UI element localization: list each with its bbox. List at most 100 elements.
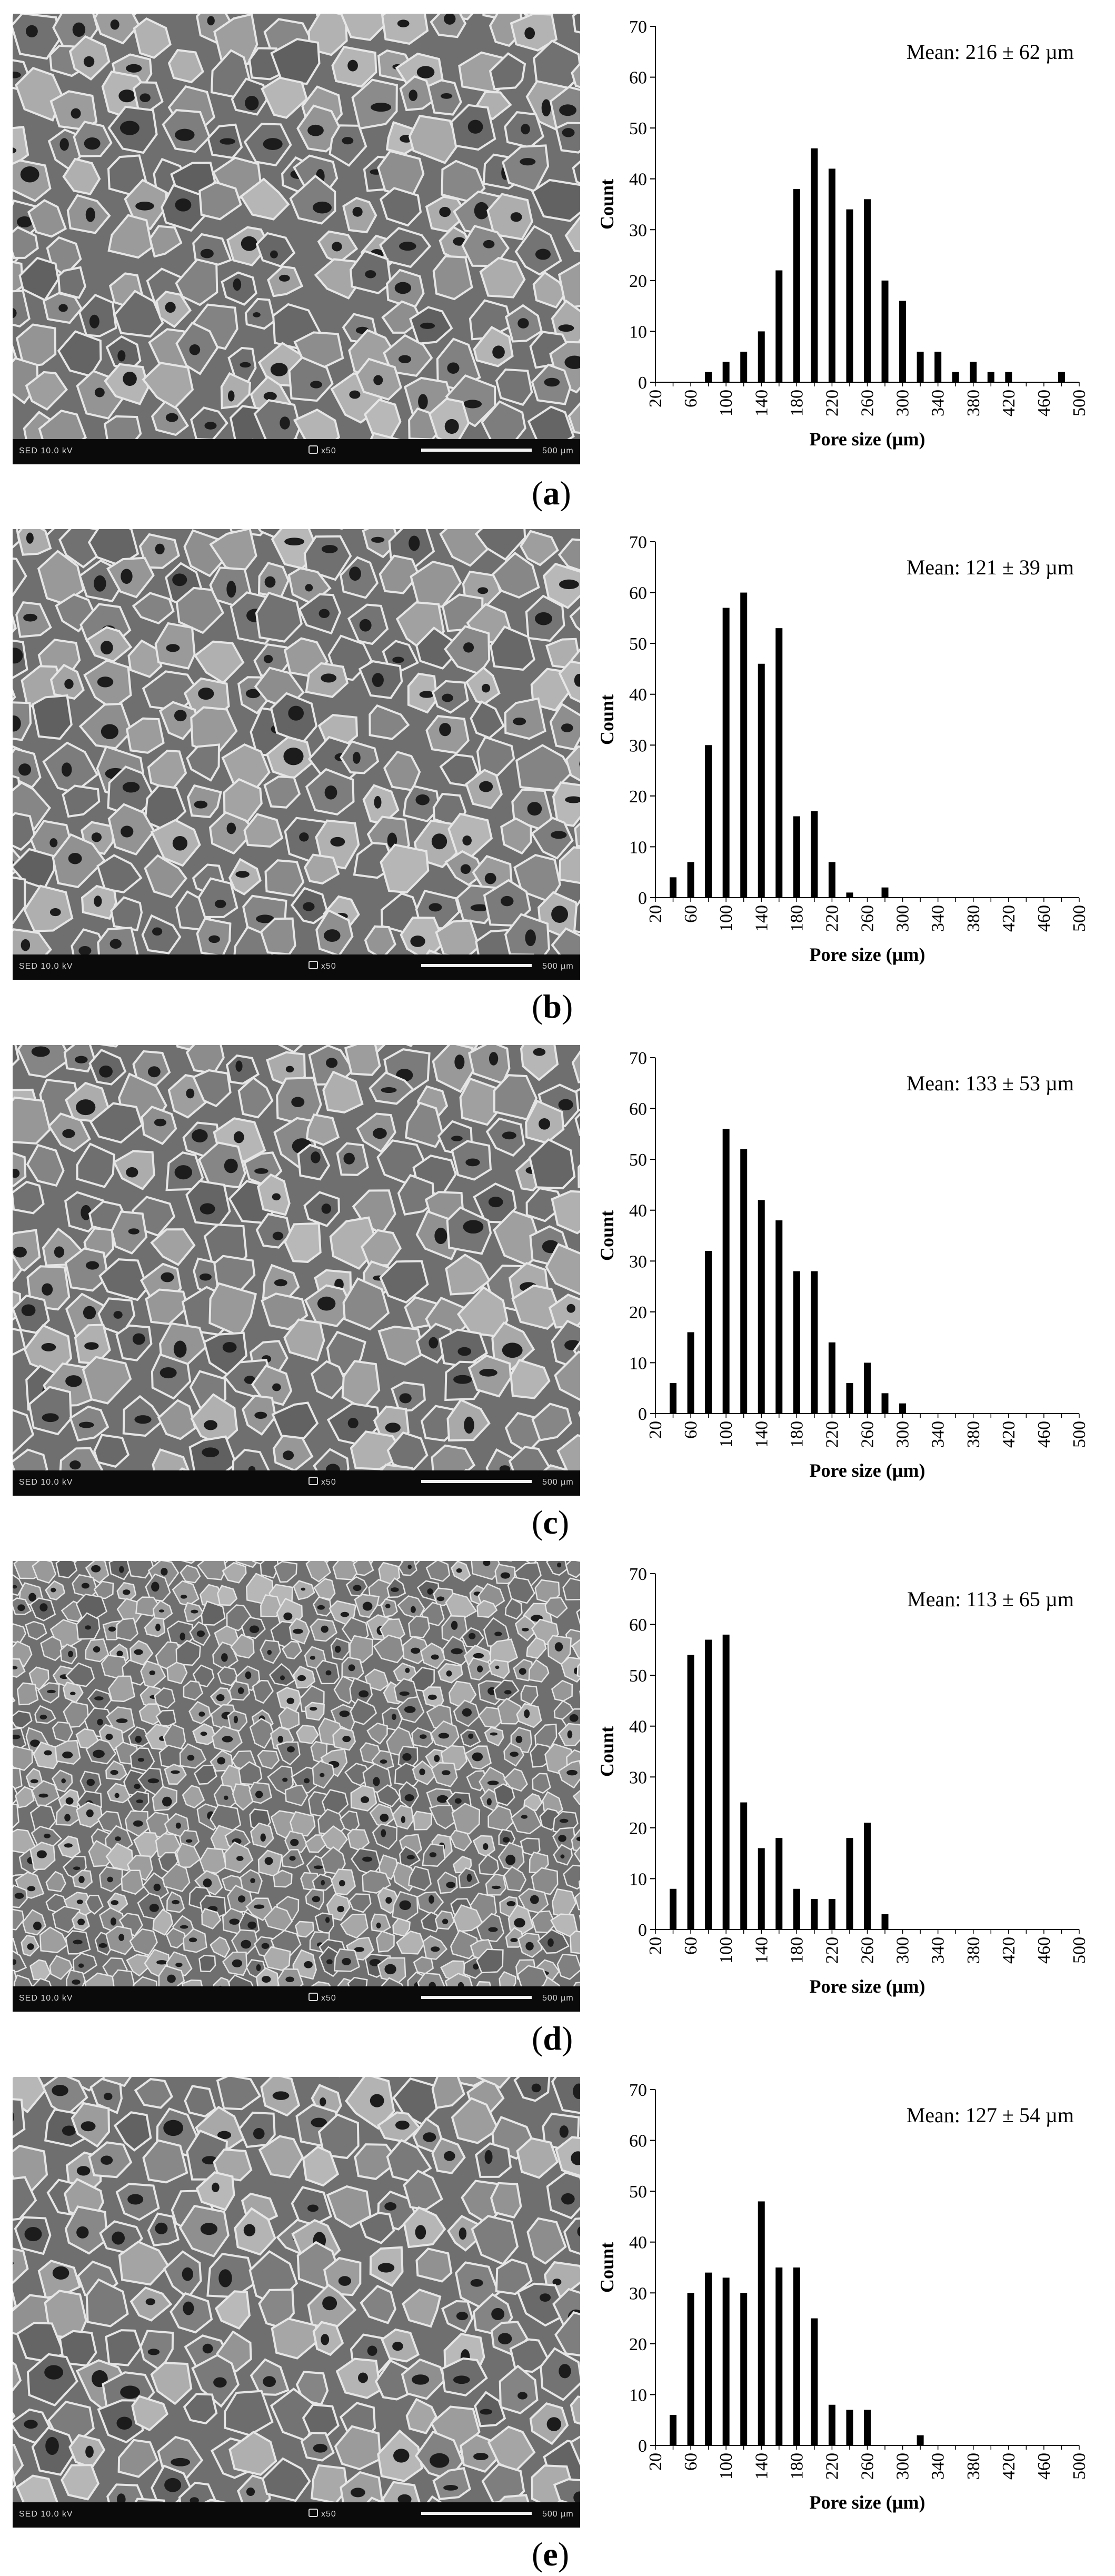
bar-40 (670, 877, 677, 898)
y-tick-label: 10 (629, 838, 647, 857)
x-axis-title: Pore size (µm) (810, 944, 925, 965)
bar-40 (670, 1888, 677, 1929)
x-tick-label: 500 (1070, 2453, 1089, 2480)
x-tick-label: 60 (681, 390, 701, 407)
mean-annotation: Mean: 133 ± 53 µm (907, 1071, 1074, 1095)
bar-100 (722, 608, 730, 898)
camera-icon (308, 2509, 318, 2517)
y-tick-label: 60 (629, 2132, 647, 2151)
sem-detector-label: SED 10.0 kV (19, 1478, 73, 1487)
bar-140 (758, 663, 765, 898)
x-tick-label: 460 (1034, 2453, 1054, 2480)
bar-280 (881, 280, 889, 382)
y-axis-title: Count (596, 694, 618, 745)
x-tick-label: 300 (893, 905, 913, 932)
bar-100 (722, 2277, 730, 2445)
y-tick-label: 30 (629, 736, 647, 755)
panel-a: SED 10.0 kV x50 500 µm 0 10 20 30 40 50 60 70 20… (0, 0, 1115, 513)
x-tick-label: 340 (929, 1421, 948, 1448)
panel-d: SED 10.0 kV x50 500 µm 0 10 20 30 40 50 60 70 20… (0, 1545, 1115, 2061)
panel-c: SED 10.0 kV x50 500 µm 0 10 20 30 40 50 60 70 20… (0, 1029, 1115, 1545)
bar-200 (811, 148, 818, 382)
x-tick-label: 420 (999, 905, 1019, 932)
x-tick-label: 180 (787, 390, 807, 416)
x-tick-label: 460 (1034, 1421, 1054, 1448)
histogram: 0 10 20 30 40 50 60 70 20 60 100 140 180 220 260 300 340… (584, 14, 1111, 466)
x-axis-title: Pore size (µm) (810, 1976, 925, 1997)
bar-60 (687, 862, 694, 898)
x-tick-label: 260 (858, 1421, 878, 1448)
bar-100 (722, 1129, 730, 1414)
bar-120 (740, 592, 748, 898)
y-tick-label: 10 (629, 322, 647, 342)
bar-220 (828, 862, 835, 898)
x-tick-label: 260 (858, 2453, 878, 2480)
bar-320 (917, 2435, 924, 2445)
y-tick-label: 60 (629, 1100, 647, 1119)
bar-160 (775, 1838, 783, 1929)
x-tick-label: 460 (1034, 1937, 1054, 1964)
histogram: 0 10 20 30 40 50 60 70 20 60 100 140 180 220 260 300 340… (584, 2077, 1111, 2530)
x-tick-label: 60 (681, 1421, 701, 1439)
bar-120 (740, 1149, 748, 1414)
panel-b: SED 10.0 kV x50 500 µm 0 10 20 30 40 50 60 70 20… (0, 513, 1115, 1029)
histogram: 0 10 20 30 40 50 60 70 20 60 100 140 180 220 260 300 340… (584, 1561, 1111, 2014)
sem-image: SED 10.0 kV x50 500 µm (13, 2077, 580, 2528)
histogram-svg: 0 10 20 30 40 50 60 70 20 60 100 140 180 220 260 300 340… (596, 1565, 1089, 1997)
x-tick-label: 300 (893, 1937, 913, 1964)
sem-image: SED 10.0 kV x50 500 µm (13, 14, 580, 464)
panel-letter-text: b (543, 988, 562, 1025)
sem-info-bar: SED 10.0 kV x50 500 µm (13, 2502, 580, 2528)
y-tick-label: 70 (629, 533, 647, 552)
bar-200 (811, 2318, 818, 2445)
bar-140 (758, 1848, 765, 1929)
bar-80 (705, 372, 712, 382)
x-tick-label: 220 (822, 905, 842, 932)
x-tick-label: 180 (787, 905, 807, 932)
bar-280 (881, 1393, 889, 1414)
x-tick-label: 100 (716, 390, 736, 416)
y-tick-label: 40 (629, 685, 647, 705)
panel-e: SED 10.0 kV x50 500 µm 0 10 20 30 40 50 60 70 20… (0, 2061, 1115, 2576)
scale-bar-label: 500 µm (542, 446, 574, 455)
x-tick-label: 60 (681, 2453, 701, 2471)
panel-letter: (d) (532, 2020, 573, 2057)
histogram: 0 10 20 30 40 50 60 70 20 60 100 140 180 220 260 300 340… (584, 529, 1111, 982)
x-tick-label: 500 (1070, 905, 1089, 932)
bar-220 (828, 168, 835, 382)
panel-letter-text: d (543, 2020, 562, 2057)
x-tick-label: 260 (858, 390, 878, 416)
bar-80 (705, 2272, 712, 2445)
x-tick-label: 420 (999, 2453, 1019, 2480)
x-tick-label: 60 (681, 905, 701, 923)
x-tick-label: 100 (716, 2453, 736, 2480)
x-tick-label: 300 (893, 1421, 913, 1448)
bar-100 (722, 1634, 730, 1929)
y-tick-label: 10 (629, 1869, 647, 1889)
y-tick-label: 50 (629, 2182, 647, 2202)
mean-annotation: Mean: 113 ± 65 µm (907, 1587, 1074, 1611)
x-tick-label: 20 (646, 1937, 665, 1955)
x-tick-label: 260 (858, 905, 878, 932)
sem-foam-texture (13, 529, 580, 954)
y-axis-title: Count (596, 2242, 618, 2293)
bar-120 (740, 352, 748, 382)
x-tick-label: 420 (999, 1937, 1019, 1964)
sem-foam-texture (13, 1045, 580, 1470)
x-tick-label: 420 (999, 390, 1019, 416)
x-tick-label: 20 (646, 905, 665, 923)
x-tick-label: 140 (752, 905, 771, 932)
y-tick-label: 30 (629, 221, 647, 240)
bar-140 (758, 1200, 765, 1414)
sem-info-bar: SED 10.0 kV x50 500 µm (13, 1470, 580, 1496)
x-tick-label: 380 (964, 1937, 983, 1964)
y-tick-label: 50 (629, 634, 647, 654)
x-axis-title: Pore size (µm) (810, 2492, 925, 2513)
sem-info-bar: SED 10.0 kV x50 500 µm (13, 954, 580, 980)
y-axis-title: Count (596, 1210, 618, 1261)
bar-60 (687, 1332, 694, 1414)
y-tick-label: 70 (629, 17, 647, 37)
bar-320 (917, 352, 924, 382)
x-tick-label: 20 (646, 390, 665, 407)
y-tick-label: 30 (629, 1768, 647, 1787)
